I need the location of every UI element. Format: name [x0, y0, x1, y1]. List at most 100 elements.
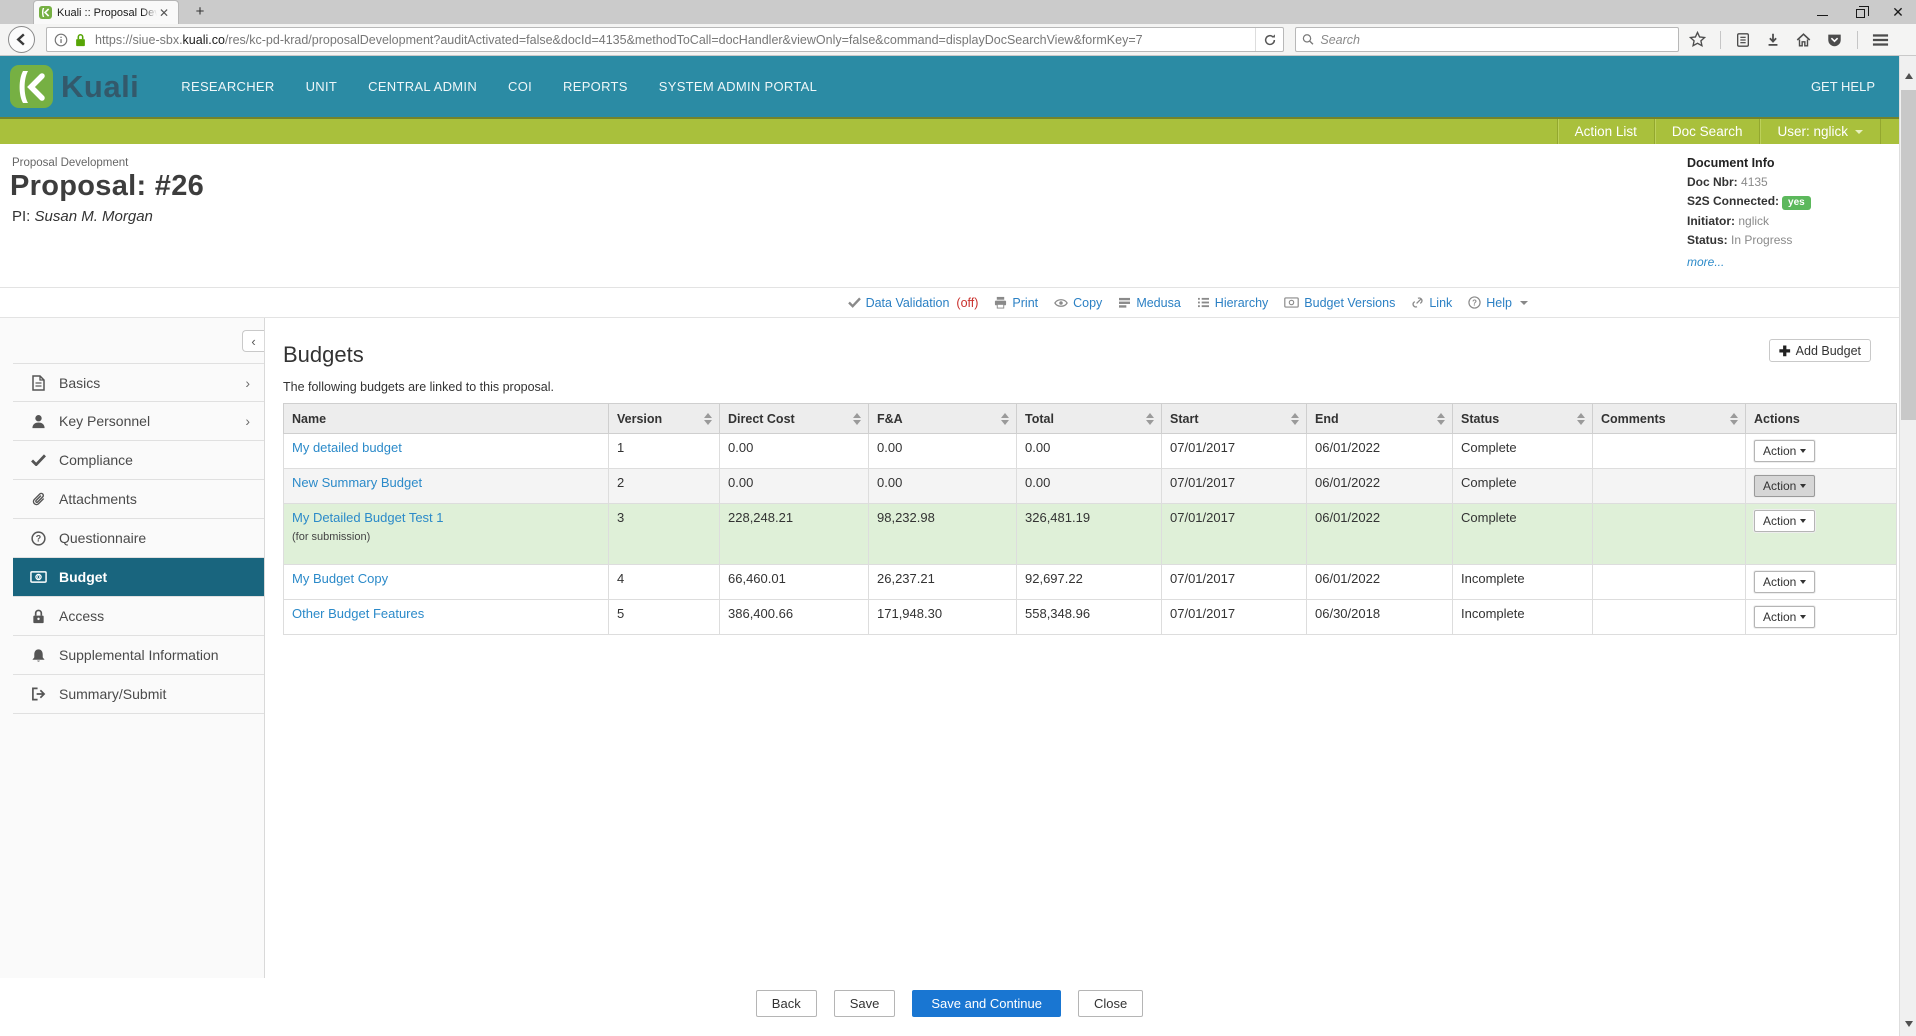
tab-close-icon[interactable]: ✕ [159, 7, 169, 19]
nav-coi[interactable]: COI [508, 79, 532, 94]
page-scrollbar[interactable] [1899, 56, 1916, 1036]
user-menu[interactable]: User: nglick [1759, 119, 1881, 144]
add-budget-button[interactable]: ✚Add Budget [1769, 339, 1871, 362]
person-icon [30, 414, 47, 429]
downloads-icon[interactable] [1765, 32, 1781, 48]
svg-text:?: ? [36, 533, 41, 543]
reading-list-icon[interactable] [1735, 32, 1751, 48]
sidebar-item-supplemental-information[interactable]: Supplemental Information [13, 636, 264, 675]
scroll-up-arrow[interactable] [1900, 68, 1916, 84]
pi-name: Susan M. Morgan [35, 208, 153, 225]
sign-out-icon [30, 687, 47, 701]
sort-icon[interactable] [853, 413, 861, 425]
budget-link[interactable]: My Detailed Budget Test 1 [292, 510, 444, 525]
nav-reports[interactable]: REPORTS [563, 79, 628, 94]
row-action-button[interactable]: Action [1754, 606, 1815, 628]
medusa-link[interactable]: Medusa [1118, 296, 1180, 310]
lock-secure-icon[interactable] [74, 33, 87, 47]
help-menu[interactable]: ? Help [1468, 296, 1528, 310]
kuali-logo[interactable] [10, 65, 53, 108]
new-tab-button[interactable]: + [188, 3, 212, 21]
info-icon[interactable] [54, 33, 68, 47]
sidebar-item-basics[interactable]: Basics › [13, 363, 264, 402]
page-header: Proposal Development Proposal: #26 PI: S… [0, 144, 1899, 287]
link-link[interactable]: Link [1411, 296, 1452, 310]
sidebar-item-attachments[interactable]: Attachments [13, 480, 264, 519]
row-action-button[interactable]: Action [1754, 440, 1815, 462]
bookmark-star-icon[interactable] [1689, 31, 1706, 48]
search-input[interactable] [1320, 33, 1672, 47]
doc-search-link[interactable]: Doc Search [1654, 119, 1760, 144]
sidebar-item-budget[interactable]: 0 Budget [13, 558, 264, 597]
copy-link[interactable]: Copy [1054, 296, 1102, 310]
col-fa: F&A [869, 404, 1017, 434]
save-button[interactable]: Save [834, 990, 896, 1017]
col-actions: Actions [1746, 404, 1897, 434]
pi-line: PI: Susan M. Morgan [12, 208, 153, 225]
sidebar-item-summary-submit[interactable]: Summary/Submit [13, 675, 264, 714]
budget-versions-link[interactable]: Budget Versions [1284, 296, 1395, 310]
sort-icon[interactable] [1730, 413, 1738, 425]
nav-researcher[interactable]: RESEARCHER [181, 79, 274, 94]
scroll-down-arrow[interactable] [1900, 1016, 1916, 1032]
chevron-down-icon [1855, 130, 1863, 134]
table-row: New Summary Budget 2 0.00 0.00 0.00 07/0… [284, 469, 1897, 504]
row-action-button[interactable]: Action [1754, 475, 1815, 497]
col-name: Name [284, 404, 609, 434]
row-action-button[interactable]: Action [1754, 571, 1815, 593]
close-button[interactable]: Close [1078, 990, 1143, 1017]
sidebar-item-compliance[interactable]: Compliance [13, 441, 264, 480]
chevron-down-icon [1800, 449, 1806, 453]
sort-icon[interactable] [1001, 413, 1009, 425]
sidebar-item-questionnaire[interactable]: ? Questionnaire [13, 519, 264, 558]
browser-tab[interactable]: Kuali :: Proposal Developme ✕ [33, 0, 179, 24]
more-link[interactable]: more... [1687, 255, 1724, 269]
col-start: Start [1162, 404, 1307, 434]
back-button[interactable] [8, 26, 35, 53]
sidebar-item-access[interactable]: Access [13, 597, 264, 636]
table-row-selected: My Detailed Budget Test 1(for submission… [284, 504, 1897, 565]
budget-link[interactable]: Other Budget Features [292, 606, 424, 621]
row-action-button[interactable]: Action [1754, 510, 1815, 532]
document-info-panel: Document Info Doc Nbr: 4135 S2S Connecte… [1687, 154, 1867, 272]
action-list-link[interactable]: Action List [1557, 119, 1654, 144]
pocket-icon[interactable] [1826, 32, 1843, 48]
home-icon[interactable] [1795, 32, 1812, 48]
initiator-row: Initiator: nglick [1687, 212, 1867, 231]
section-title: Budgets [283, 342, 1899, 368]
hierarchy-link[interactable]: Hierarchy [1197, 296, 1269, 310]
browser-toolbar: https://siue-sbx.kuali.co/res/kc-pd-krad… [0, 24, 1916, 56]
budget-link[interactable]: My detailed budget [292, 440, 402, 455]
col-status: Status [1453, 404, 1593, 434]
back-button[interactable]: Back [756, 990, 817, 1017]
search-box[interactable] [1295, 27, 1679, 52]
reload-icon[interactable] [1255, 28, 1283, 51]
sort-icon[interactable] [1291, 413, 1299, 425]
budget-link[interactable]: My Budget Copy [292, 571, 388, 586]
data-validation-link[interactable]: Data Validation(off) [848, 296, 979, 310]
chevron-down-icon [1800, 580, 1806, 584]
menu-hamburger-icon[interactable] [1872, 33, 1889, 47]
sort-icon[interactable] [704, 413, 712, 425]
budget-link[interactable]: New Summary Budget [292, 475, 422, 490]
scrollbar-thumb[interactable] [1901, 90, 1916, 420]
save-and-continue-button[interactable]: Save and Continue [912, 990, 1061, 1017]
sort-icon[interactable] [1577, 413, 1585, 425]
window-restore-button[interactable] [1854, 6, 1866, 18]
window-minimize-button[interactable] [1816, 6, 1828, 18]
get-help-link[interactable]: GET HELP [1811, 79, 1875, 94]
nav-system-admin-portal[interactable]: SYSTEM ADMIN PORTAL [659, 79, 817, 94]
sort-icon[interactable] [1146, 413, 1154, 425]
nav-central-admin[interactable]: CENTRAL ADMIN [368, 79, 477, 94]
sort-icon[interactable] [1437, 413, 1445, 425]
nav-unit[interactable]: UNIT [306, 79, 338, 94]
print-link[interactable]: Print [994, 296, 1038, 310]
table-row: My detailed budget 1 0.00 0.00 0.00 07/0… [284, 434, 1897, 469]
breadcrumb: Proposal Development [12, 157, 128, 169]
sidebar-collapse-button[interactable]: ‹ [242, 330, 264, 352]
bell-icon [30, 648, 47, 663]
sidebar: ‹ Basics › Key Personnel › Compliance At… [0, 318, 265, 978]
window-close-button[interactable]: ✕ [1892, 6, 1904, 18]
sidebar-item-key-personnel[interactable]: Key Personnel › [13, 402, 264, 441]
url-field[interactable]: https://siue-sbx.kuali.co/res/kc-pd-krad… [46, 27, 1284, 52]
